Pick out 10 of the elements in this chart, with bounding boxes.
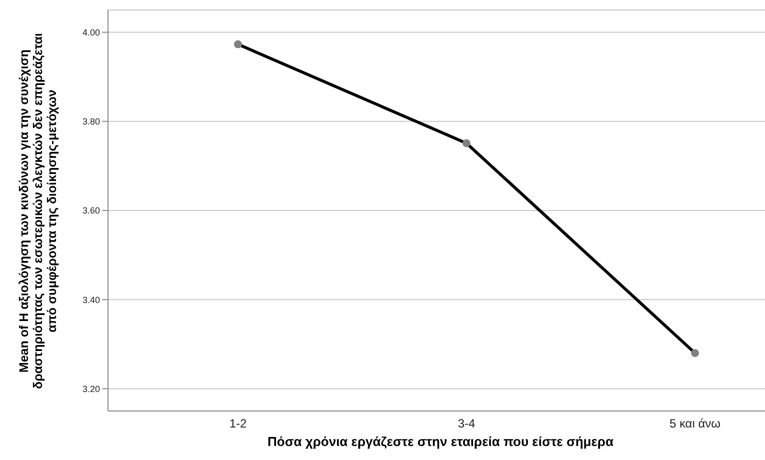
- x-axis-title: Πόσα χρόνια εργάζεστε στην εταιρεία που είστε σήμερα: [268, 434, 614, 449]
- x-tick-label: 5 και άνω: [669, 416, 721, 431]
- y-tick-label: 4.00: [82, 27, 100, 38]
- y-tick-label: 3.60: [82, 206, 100, 216]
- x-tick-label: 3-4: [458, 416, 476, 431]
- y-axis-title: Mean of Η αξιολόγηση των κινδύνων για την συνέχιση δραστηριότητας των εσωτερικών ελεγκτών δεν επηρεάζεται από συμφέροντα της διοίκησης-μετόχων: [17, 32, 59, 390]
- y-tick-label: 3.80: [82, 116, 100, 127]
- x-tick-label: 1-2: [229, 416, 247, 431]
- y-tick-label: 3.40: [82, 294, 100, 305]
- y-tick-label: 3.20: [82, 384, 100, 394]
